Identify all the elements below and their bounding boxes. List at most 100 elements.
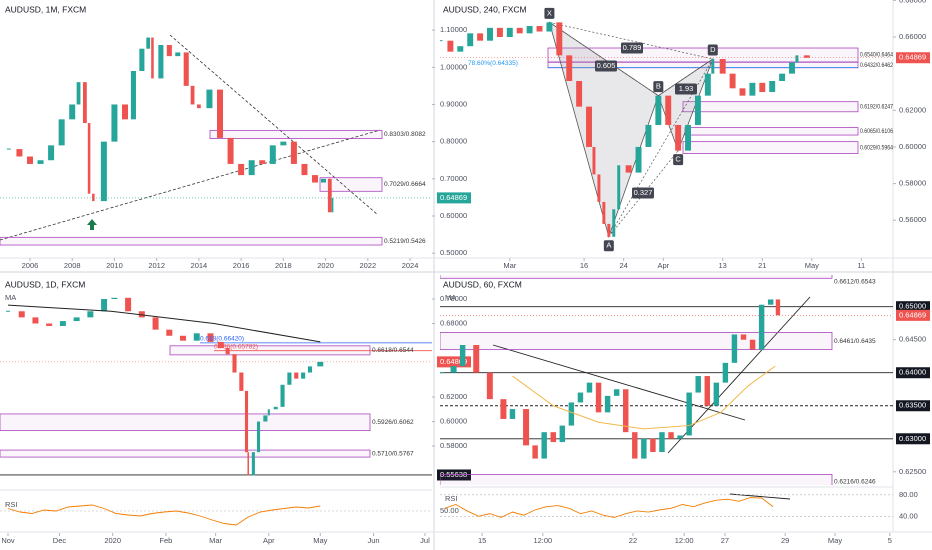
candle: [532, 445, 538, 459]
ma-line: [7, 304, 321, 343]
candle: [307, 366, 313, 373]
x-tick-label: 2012: [148, 261, 165, 270]
pattern-point-label: A: [606, 241, 611, 250]
rsi-label: RSI: [5, 500, 18, 509]
candle: [617, 165, 621, 210]
x-tick-label: 24: [620, 261, 628, 270]
candle: [686, 392, 692, 436]
candle: [536, 26, 543, 32]
candle: [740, 334, 747, 340]
candle: [566, 55, 573, 81]
y-tick-label: 0.60000: [899, 142, 926, 151]
last-price-badge: [437, 356, 471, 368]
trend-line: [0, 129, 381, 241]
candle: [659, 432, 665, 452]
candle: [635, 146, 642, 173]
candle: [711, 59, 715, 74]
pattern-point-label: C: [675, 155, 681, 164]
panel-title: AUDUSD, 240, FXCM: [443, 4, 527, 14]
candle: [139, 48, 145, 72]
x-tick-label: 2024: [402, 261, 419, 270]
candle: [650, 438, 656, 452]
zone: [440, 332, 833, 351]
candle: [69, 104, 76, 120]
level-badge: [896, 400, 930, 412]
candle: [576, 80, 583, 107]
x-tick-label: 12:00: [533, 536, 552, 545]
panel-title: AUDUSD, 60, FXCM: [443, 279, 522, 289]
candle: [526, 26, 533, 34]
zone: [682, 141, 859, 154]
candle: [803, 55, 810, 58]
pattern-line: [549, 22, 659, 96]
pattern-line: [608, 150, 679, 237]
level-badge: [896, 367, 930, 379]
zone-label: 0.5219/0.5426: [384, 238, 426, 245]
candle: [37, 160, 44, 164]
candle: [125, 297, 132, 312]
last-price-label: 0.64869: [440, 193, 467, 202]
candle: [586, 106, 592, 147]
candle: [719, 59, 726, 74]
pattern-badge: [707, 44, 718, 56]
panel: [0, 297, 432, 476]
ratio-badge: [632, 187, 654, 199]
y-tick-label: 0.60000: [440, 211, 467, 220]
candle: [190, 85, 195, 105]
level-badge: [896, 301, 930, 313]
ratio-badge: [595, 60, 617, 72]
candle: [546, 22, 553, 32]
candle: [158, 44, 164, 79]
zone-label: 0.6216/0.6246: [834, 479, 876, 486]
zone: [209, 129, 383, 139]
candle: [121, 104, 128, 120]
x-tick-label: 2022: [359, 261, 376, 270]
level-badge: [437, 469, 471, 481]
candle: [685, 124, 692, 151]
y-tick-label: 0.62000: [899, 105, 926, 114]
candle: [467, 33, 474, 47]
zone-label: 0.8303/0.8082: [384, 131, 426, 138]
candle: [645, 124, 652, 147]
x-tick-label: 12:00: [675, 536, 694, 545]
indicator-label: MA: [445, 293, 456, 302]
last-price-badge: [896, 52, 930, 64]
candle: [625, 165, 632, 173]
candle: [273, 406, 278, 410]
candle: [602, 201, 606, 224]
candle: [130, 71, 136, 120]
panel: [440, 275, 893, 485]
candle: [440, 372, 445, 374]
candle: [500, 399, 507, 419]
candle: [73, 317, 80, 322]
panel-title: AUDUSD, 1M, FXCM: [5, 4, 86, 14]
candle: [301, 163, 308, 176]
x-tick-label: 2006: [22, 261, 39, 270]
candle: [597, 174, 601, 202]
candle: [183, 52, 189, 86]
candle: [459, 345, 466, 367]
x-tick-label: May: [805, 261, 819, 270]
candle: [447, 40, 454, 52]
zone: [684, 127, 859, 136]
fib-label: 0.786(0.65782): [214, 343, 258, 350]
zone-label: 0.6618/0.6544: [372, 347, 414, 354]
candle: [248, 160, 255, 176]
candle: [577, 392, 584, 403]
zone: [0, 236, 383, 246]
candle: [586, 382, 593, 393]
candle: [166, 329, 173, 336]
candle: [317, 361, 324, 367]
x-tick-label: 11: [857, 261, 865, 270]
candle: [247, 452, 249, 476]
ma-line: [512, 365, 776, 430]
candle: [217, 341, 224, 349]
candle: [665, 95, 672, 125]
level-label: 0.63000: [899, 434, 926, 443]
candle: [227, 137, 234, 164]
pattern-point-label: X: [547, 8, 552, 17]
x-tick-label: May: [313, 536, 327, 545]
candle: [523, 409, 530, 446]
candle: [795, 55, 799, 63]
